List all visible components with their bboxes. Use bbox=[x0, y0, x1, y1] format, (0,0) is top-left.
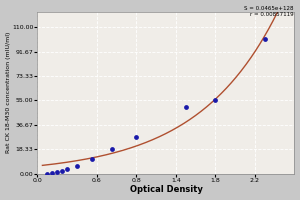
Point bbox=[45, 172, 50, 175]
Point bbox=[262, 38, 267, 41]
Point bbox=[134, 135, 139, 139]
Point bbox=[89, 157, 94, 160]
Point bbox=[50, 171, 55, 174]
Y-axis label: Rat CK 18-M30 concentration (mIU/ml): Rat CK 18-M30 concentration (mIU/ml) bbox=[6, 32, 10, 153]
Point bbox=[183, 106, 188, 109]
Point bbox=[109, 148, 114, 151]
Point bbox=[75, 164, 80, 167]
Point bbox=[60, 169, 64, 172]
X-axis label: Optical Density: Optical Density bbox=[130, 185, 202, 194]
Point bbox=[213, 99, 218, 102]
Point bbox=[65, 167, 70, 170]
Text: S = 0.0465e+128
r = 0.00857119: S = 0.0465e+128 r = 0.00857119 bbox=[244, 6, 294, 17]
Point bbox=[55, 170, 60, 174]
